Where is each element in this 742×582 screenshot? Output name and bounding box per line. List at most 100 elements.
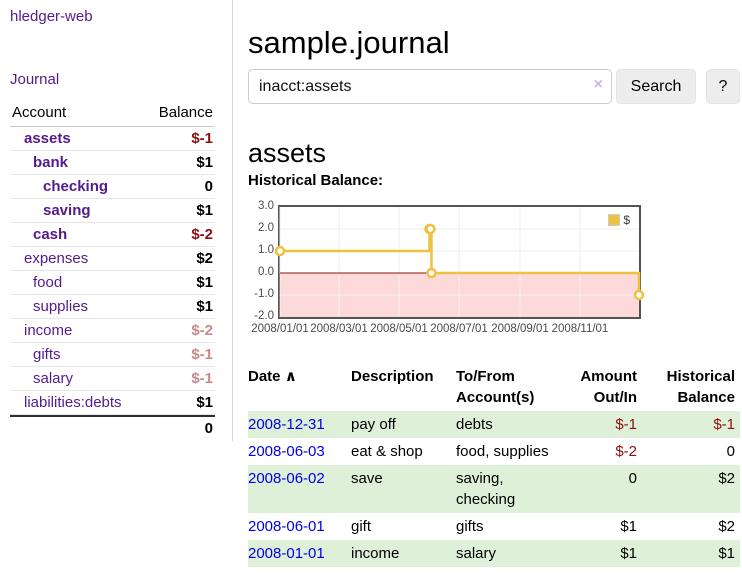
transaction-date-link[interactable]: 2008-06-01 bbox=[248, 518, 325, 535]
account-row: salary $-1 bbox=[10, 367, 215, 391]
account-link[interactable]: cash bbox=[33, 226, 68, 243]
account-row: cash $-2 bbox=[10, 223, 215, 247]
account-balance: $-2 bbox=[191, 226, 213, 243]
account-row: liabilities:debts $1 bbox=[10, 391, 215, 415]
register-header-amount: Amount Out/In bbox=[580, 368, 637, 406]
chart-y-tick: 3.0 bbox=[258, 200, 274, 212]
search-input[interactable] bbox=[248, 69, 612, 104]
account-balance: $-2 bbox=[191, 322, 213, 339]
account-link[interactable]: saving bbox=[43, 202, 91, 219]
chart-y-tick: 2.0 bbox=[258, 222, 274, 234]
chart-x-tick: 2008/07/01 bbox=[430, 323, 488, 335]
register-header-description: Description bbox=[351, 368, 434, 385]
register-header-accounts: To/From Account(s) bbox=[456, 368, 535, 406]
transaction-amount: $1 bbox=[620, 545, 637, 562]
transaction-balance: $-1 bbox=[713, 416, 735, 433]
account-link[interactable]: liabilities:debts bbox=[24, 394, 122, 411]
help-button[interactable]: ? bbox=[706, 69, 740, 104]
transaction-date-link[interactable]: 2008-01-01 bbox=[248, 545, 325, 562]
chart-y-tick: 0.0 bbox=[258, 266, 274, 278]
transaction-amount: $-1 bbox=[615, 416, 637, 433]
chart-x-tick: 2008/09/01 bbox=[491, 323, 549, 335]
date-header-label: Date bbox=[248, 368, 281, 385]
transaction-description: pay off bbox=[351, 416, 396, 433]
chart-title: Historical Balance: bbox=[248, 172, 384, 189]
account-link[interactable]: assets bbox=[24, 130, 71, 147]
transaction-row: 2008-06-02 save saving, checking 0 $2 bbox=[248, 465, 740, 513]
search-button[interactable]: Search bbox=[616, 69, 696, 104]
transaction-balance: 0 bbox=[726, 443, 735, 460]
transaction-balance: $2 bbox=[718, 518, 735, 535]
register-header-balance: Historical Balance bbox=[666, 368, 735, 406]
account-row: checking 0 bbox=[10, 175, 215, 199]
account-row: income $-2 bbox=[10, 319, 215, 343]
account-balance: $1 bbox=[196, 394, 213, 411]
account-row: supplies $1 bbox=[10, 295, 215, 319]
account-row: food $1 bbox=[10, 271, 215, 295]
clear-search-icon[interactable]: × bbox=[593, 76, 603, 93]
accounts-header-row: Account Balance bbox=[10, 100, 215, 127]
transaction-balance: $1 bbox=[718, 545, 735, 562]
transaction-row: 2008-06-03 eat & shop food, supplies $-2… bbox=[248, 438, 740, 465]
accounts-total-row: 0 bbox=[10, 415, 215, 440]
chart-y-tick: -2.0 bbox=[254, 310, 274, 322]
chart-y-tick: -1.0 bbox=[254, 288, 274, 300]
accounts-sidebar: Account Balance assets $-1 bank $1 check… bbox=[10, 100, 215, 440]
balance-chart-plot: $ bbox=[274, 205, 645, 319]
account-link[interactable]: gifts bbox=[33, 346, 61, 363]
page-title: sample.journal bbox=[248, 24, 450, 60]
account-link[interactable]: salary bbox=[33, 370, 74, 387]
main-content: sample.journal × Search ? assets Histori… bbox=[248, 0, 742, 582]
transaction-amount: $1 bbox=[620, 518, 637, 535]
transaction-accounts: saving, checking bbox=[456, 470, 516, 508]
register-header-row: Date ∧ Description To/From Account(s) Am… bbox=[248, 363, 740, 411]
search-form: × Search ? bbox=[248, 69, 742, 105]
account-balance: $1 bbox=[196, 202, 213, 219]
account-link[interactable]: food bbox=[33, 274, 63, 291]
sidebar-item-journal[interactable]: Journal bbox=[10, 71, 60, 88]
transaction-date-link[interactable]: 2008-06-03 bbox=[248, 443, 325, 460]
account-balance: $2 bbox=[196, 250, 213, 267]
accounts-list: assets $-1 bank $1 checking 0 saving $1 bbox=[10, 127, 215, 415]
account-row: expenses $2 bbox=[10, 247, 215, 271]
transaction-accounts: food, supplies bbox=[456, 443, 549, 460]
chart-x-tick: 2008/03/01 bbox=[310, 323, 368, 335]
transaction-date-link[interactable]: 2008-06-02 bbox=[248, 470, 325, 487]
account-balance: $-1 bbox=[191, 370, 213, 387]
transaction-row: 2008-01-01 income salary $1 $1 bbox=[248, 540, 740, 567]
search-input-wrap: × bbox=[248, 69, 612, 104]
transaction-amount: $-2 bbox=[615, 443, 637, 460]
transaction-description: eat & shop bbox=[351, 443, 423, 460]
account-row: gifts $-1 bbox=[10, 343, 215, 367]
account-balance: $-1 bbox=[191, 130, 213, 147]
account-link[interactable]: income bbox=[24, 322, 73, 339]
account-balance: $1 bbox=[196, 154, 213, 171]
transaction-row: 2008-06-01 gift gifts $1 $2 bbox=[248, 513, 740, 540]
transaction-amount: 0 bbox=[628, 470, 637, 487]
chart-y-tick: 1.0 bbox=[258, 244, 274, 256]
account-row: assets $-1 bbox=[10, 127, 215, 151]
account-row: saving $1 bbox=[10, 199, 215, 223]
transaction-description: save bbox=[351, 470, 383, 487]
transaction-accounts: debts bbox=[456, 416, 493, 433]
transaction-accounts: salary bbox=[456, 545, 497, 562]
register-header-date[interactable]: Date ∧ bbox=[248, 363, 345, 411]
legend-label: $ bbox=[623, 213, 630, 227]
register-table: Date ∧ Description To/From Account(s) Am… bbox=[248, 363, 740, 567]
chart-x-tick: 2008/05/01 bbox=[370, 323, 428, 335]
account-link[interactable]: bank bbox=[33, 154, 69, 171]
account-balance: $1 bbox=[196, 274, 213, 291]
account-link[interactable]: checking bbox=[43, 178, 109, 195]
transaction-date-link[interactable]: 2008-12-31 bbox=[248, 416, 325, 433]
brand-link[interactable]: hledger-web bbox=[10, 8, 93, 25]
chart-x-tick: 2008/11/01 bbox=[551, 323, 609, 335]
transaction-balance: $2 bbox=[718, 470, 735, 487]
account-link[interactable]: supplies bbox=[33, 298, 89, 315]
transaction-description: gift bbox=[351, 518, 372, 535]
transaction-accounts: gifts bbox=[456, 518, 484, 535]
accounts-total-value: 0 bbox=[204, 420, 213, 437]
account-link[interactable]: expenses bbox=[24, 250, 89, 267]
chart-x-tick: 2008/01/01 bbox=[251, 323, 309, 335]
account-row: bank $1 bbox=[10, 151, 215, 175]
